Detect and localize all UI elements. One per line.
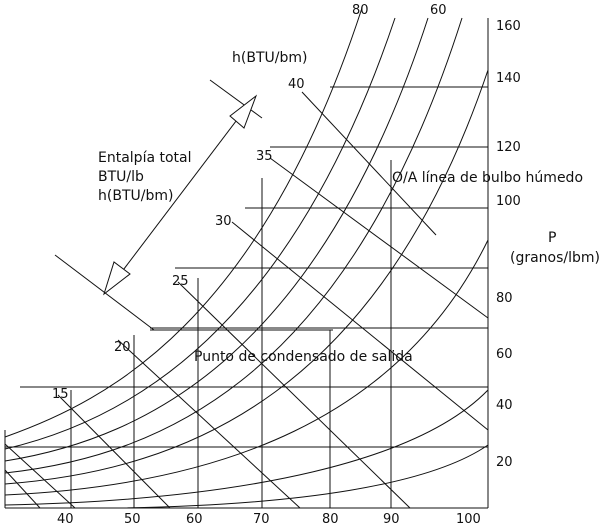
x-tick-40: 40 — [57, 512, 74, 527]
humidity-gridlines — [5, 86, 488, 448]
x-axis-ticks: 40 50 60 70 80 90 100 — [57, 512, 481, 527]
enthalpy-arrow-label-line3: h(BTU/bm) — [98, 188, 173, 204]
y-tick-120: 120 — [496, 140, 521, 155]
enthalpy-line-35 — [269, 157, 489, 319]
enthalpy-line-low-1 — [4, 443, 76, 509]
y-tick-80: 80 — [496, 291, 513, 306]
enthalpy-diagonals — [4, 91, 489, 509]
arrow-head-up — [229, 94, 258, 129]
y-tick-160: 160 — [496, 19, 521, 34]
rh-curve-3 — [4, 17, 429, 462]
enthalpy-arrow-label-line2: BTU/lb — [98, 169, 144, 185]
x-tick-70: 70 — [253, 512, 270, 527]
rh-curve-6 — [4, 239, 489, 496]
enthalpy-tick-15: 15 — [52, 387, 69, 402]
enthalpy-ticks: 15 20 25 30 35 40 — [52, 77, 305, 402]
rh-curve-4 — [4, 17, 463, 474]
dry-bulb-gridlines — [70, 160, 392, 508]
x-tick-90: 90 — [383, 512, 400, 527]
enthalpy-line-15 — [57, 394, 171, 509]
enthalpy-tick-35: 35 — [256, 149, 273, 164]
enthalpy-line-low-2 — [4, 469, 41, 509]
top-ticks: 80 60 — [352, 3, 447, 18]
rh-curve-8 — [119, 444, 489, 509]
x-tick-80: 80 — [322, 512, 339, 527]
x-tick-100: 100 — [456, 512, 481, 527]
y-axis-label-p: P — [548, 230, 556, 246]
enthalpy-line-30 — [231, 221, 489, 431]
enthalpy-scale-line-upper — [209, 79, 263, 119]
rh-curve-2 — [4, 17, 396, 450]
rh-curve-5 — [4, 69, 489, 485]
enthalpy-axis-label: h(BTU/bm) — [232, 50, 307, 66]
top-tick-80: 80 — [352, 3, 369, 18]
y-tick-140: 140 — [496, 71, 521, 86]
enthalpy-tick-25: 25 — [172, 274, 189, 289]
y-tick-20: 20 — [496, 455, 513, 470]
dew-point-label: Punto de condensado de salida — [194, 349, 413, 365]
arrow-head-down — [103, 261, 131, 296]
y-tick-100: 100 — [496, 194, 521, 209]
enthalpy-scale-arrow — [54, 79, 263, 331]
rh-curve-1 — [4, 7, 363, 438]
y-tick-40: 40 — [496, 398, 513, 413]
relative-humidity-curves — [4, 7, 489, 509]
enthalpy-arrow-label-line1: Entalpía total — [98, 150, 192, 166]
x-tick-50: 50 — [124, 512, 141, 527]
enthalpy-line-40 — [301, 91, 437, 236]
enthalpy-tick-40: 40 — [288, 77, 305, 92]
enthalpy-tick-30: 30 — [215, 214, 232, 229]
rh-curve-7 — [4, 389, 489, 506]
enthalpy-tick-20: 20 — [114, 340, 131, 355]
x-tick-60: 60 — [186, 512, 203, 527]
y-tick-60: 60 — [496, 347, 513, 362]
enthalpy-arrow-shaft — [107, 99, 253, 291]
y-axis-label-units: (granos/lbm) — [510, 250, 600, 266]
y-axis-ticks: 20 40 60 80 100 120 140 160 — [496, 19, 521, 470]
wet-bulb-label: O/A línea de bulbo húmedo — [392, 170, 583, 186]
top-tick-60: 60 — [430, 3, 447, 18]
enthalpy-line-20 — [117, 339, 301, 509]
enthalpy-line-25 — [177, 281, 411, 509]
